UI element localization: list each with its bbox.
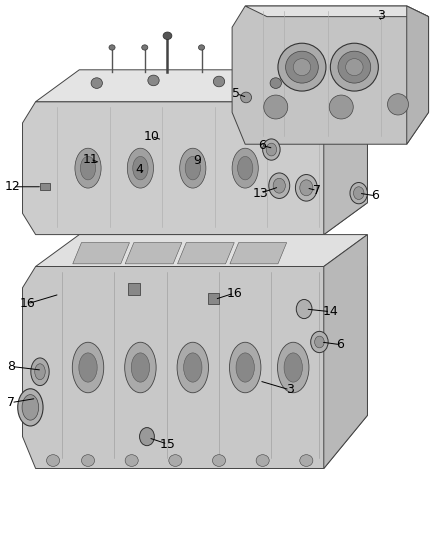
Text: 3: 3 <box>377 9 385 22</box>
Ellipse shape <box>295 174 317 201</box>
Ellipse shape <box>177 342 208 393</box>
Ellipse shape <box>329 95 353 119</box>
Polygon shape <box>230 243 287 264</box>
Text: 5: 5 <box>233 87 240 100</box>
Ellipse shape <box>213 76 225 87</box>
Polygon shape <box>125 243 182 264</box>
Ellipse shape <box>230 342 261 393</box>
Text: 8: 8 <box>7 360 15 373</box>
Ellipse shape <box>236 353 254 382</box>
Ellipse shape <box>240 92 251 103</box>
Ellipse shape <box>142 45 148 50</box>
Polygon shape <box>245 6 428 17</box>
Ellipse shape <box>388 94 409 115</box>
Text: 15: 15 <box>159 438 175 450</box>
Text: 6: 6 <box>371 189 379 203</box>
Text: 14: 14 <box>322 305 338 318</box>
Ellipse shape <box>140 427 154 446</box>
Ellipse shape <box>75 148 101 188</box>
Polygon shape <box>73 243 130 264</box>
Ellipse shape <box>264 95 288 119</box>
Ellipse shape <box>133 157 148 180</box>
Text: 16: 16 <box>20 297 35 310</box>
Ellipse shape <box>198 45 205 50</box>
Text: 11: 11 <box>82 152 98 166</box>
Text: 12: 12 <box>5 180 21 193</box>
Ellipse shape <box>284 353 302 382</box>
Ellipse shape <box>184 353 202 382</box>
Text: 10: 10 <box>143 130 159 143</box>
Ellipse shape <box>72 342 104 393</box>
Ellipse shape <box>346 59 363 76</box>
Ellipse shape <box>131 353 150 382</box>
Ellipse shape <box>269 173 290 198</box>
Ellipse shape <box>79 353 97 382</box>
Text: 9: 9 <box>193 154 201 167</box>
Polygon shape <box>35 235 367 266</box>
Ellipse shape <box>350 182 367 204</box>
Text: 4: 4 <box>136 163 144 176</box>
Ellipse shape <box>109 45 115 50</box>
Polygon shape <box>177 243 234 264</box>
Ellipse shape <box>256 455 269 466</box>
Ellipse shape <box>278 43 326 91</box>
Text: 3: 3 <box>286 383 293 397</box>
Ellipse shape <box>300 455 313 466</box>
Ellipse shape <box>314 336 324 348</box>
Text: 6: 6 <box>258 139 266 152</box>
Ellipse shape <box>270 78 282 88</box>
Bar <box>208 293 219 304</box>
Ellipse shape <box>81 455 95 466</box>
Bar <box>40 183 49 190</box>
Ellipse shape <box>338 51 371 83</box>
Ellipse shape <box>286 51 318 83</box>
Ellipse shape <box>169 455 182 466</box>
Ellipse shape <box>18 389 43 426</box>
Ellipse shape <box>46 455 60 466</box>
Ellipse shape <box>296 300 312 319</box>
Polygon shape <box>22 102 367 235</box>
Ellipse shape <box>232 148 258 188</box>
Ellipse shape <box>127 148 153 188</box>
Ellipse shape <box>237 157 253 180</box>
Polygon shape <box>22 256 367 469</box>
Ellipse shape <box>278 342 309 393</box>
Text: 6: 6 <box>336 338 344 351</box>
Ellipse shape <box>266 143 277 156</box>
Ellipse shape <box>163 32 172 39</box>
Bar <box>128 283 140 295</box>
Text: 16: 16 <box>226 287 242 300</box>
Polygon shape <box>35 70 367 102</box>
Ellipse shape <box>125 455 138 466</box>
Ellipse shape <box>300 180 313 196</box>
Ellipse shape <box>148 75 159 86</box>
Text: 7: 7 <box>313 184 321 197</box>
Ellipse shape <box>263 139 280 160</box>
Ellipse shape <box>125 342 156 393</box>
Ellipse shape <box>91 78 102 88</box>
Text: 7: 7 <box>7 396 15 409</box>
Polygon shape <box>324 235 367 469</box>
Ellipse shape <box>35 364 45 379</box>
Ellipse shape <box>293 59 311 76</box>
Ellipse shape <box>22 394 39 420</box>
Text: 13: 13 <box>253 187 268 200</box>
Ellipse shape <box>311 332 328 353</box>
Ellipse shape <box>330 43 378 91</box>
Ellipse shape <box>180 148 206 188</box>
Polygon shape <box>232 6 428 144</box>
Ellipse shape <box>185 157 201 180</box>
Ellipse shape <box>273 178 286 193</box>
Polygon shape <box>407 6 428 144</box>
Ellipse shape <box>81 157 95 180</box>
Ellipse shape <box>31 358 49 385</box>
Ellipse shape <box>353 187 364 199</box>
Polygon shape <box>324 70 367 235</box>
Ellipse shape <box>212 455 226 466</box>
